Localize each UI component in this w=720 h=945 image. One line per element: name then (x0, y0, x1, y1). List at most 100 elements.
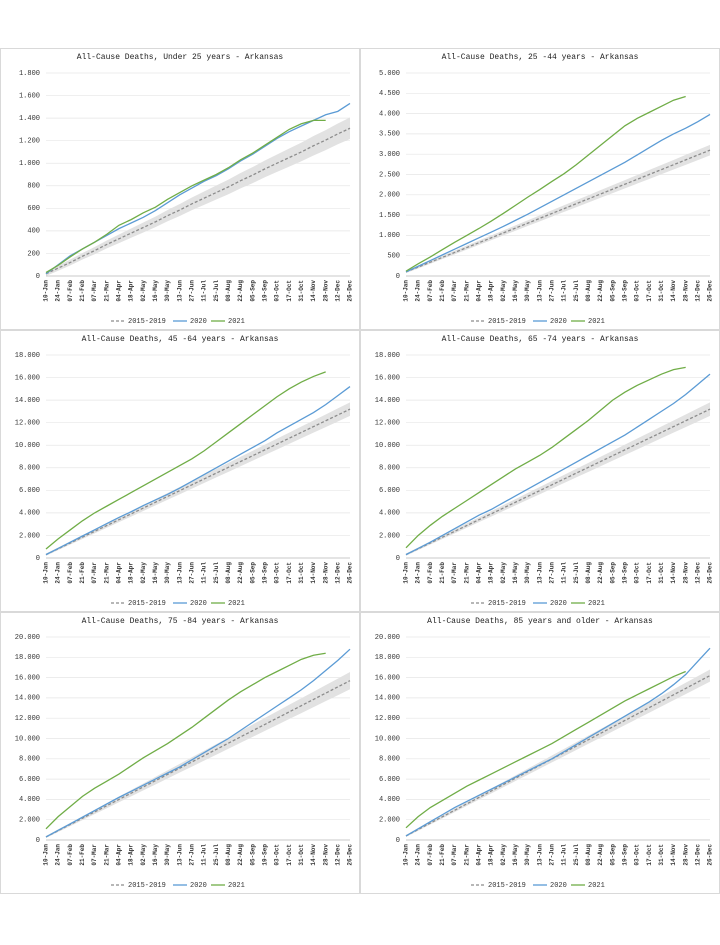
chart-title: All-Cause Deaths, 65 -74 years - Arkansa… (442, 335, 639, 344)
legend-label: 2020 (550, 318, 567, 326)
x-tick-label: 25-Jul (213, 844, 220, 866)
x-tick-label: 18-Apr (128, 280, 135, 302)
series-line (405, 408, 711, 556)
x-tick-label: 24-Jan (55, 280, 62, 302)
x-tick-label: 07-Feb (67, 280, 74, 302)
chart-title: All-Cause Deaths, 75 -84 years - Arkansa… (82, 617, 279, 626)
legend-label: 2021 (228, 318, 245, 326)
y-tick-label: 2.000 (19, 532, 40, 540)
y-tick-label: 800 (27, 183, 40, 191)
series-line (45, 408, 351, 556)
chart-title: All-Cause Deaths, 25 -44 years - Arkansa… (442, 53, 639, 62)
x-tick-label: 14-Nov (670, 562, 677, 584)
y-tick-label: 16.000 (15, 674, 40, 682)
x-tick-label: 18-Apr (128, 562, 135, 584)
x-tick-label: 19-Sep (621, 844, 628, 866)
y-tick-label: 5.000 (379, 70, 400, 78)
chart-panel: All-Cause Deaths, Under 25 years - Arkan… (0, 48, 360, 330)
legend-label: 2021 (228, 882, 245, 890)
x-tick-label: 11-Jul (561, 280, 568, 302)
y-tick-label: 6.000 (379, 776, 400, 784)
y-tick-label: 2.000 (379, 817, 400, 825)
x-tick-label: 24-Jan (55, 562, 62, 584)
x-tick-label: 08-Aug (585, 280, 592, 302)
x-tick-label: 26-Dec (707, 280, 714, 302)
y-tick-label: 3.000 (379, 151, 400, 159)
y-tick-label: 18.000 (15, 352, 40, 360)
y-tick-label: 10.000 (375, 442, 400, 450)
x-tick-label: 22-Aug (597, 562, 604, 584)
x-tick-label: 10-Jan (403, 562, 410, 584)
legend-label: 2021 (588, 600, 605, 608)
x-tick-label: 16-May (152, 844, 159, 866)
x-tick-label: 11-Jul (201, 280, 208, 302)
series-line (405, 366, 686, 549)
x-tick-label: 04-Apr (116, 562, 123, 584)
y-tick-label: 16.000 (375, 374, 400, 382)
y-tick-label: 4.500 (379, 90, 400, 98)
legend-label: 2015-2019 (488, 318, 526, 326)
x-tick-label: 21-Feb (439, 844, 446, 866)
x-tick-label: 11-Jul (561, 562, 568, 584)
legend-label: 2015-2019 (128, 882, 166, 890)
x-tick-label: 08-Aug (585, 562, 592, 584)
x-tick-label: 12-Dec (694, 280, 701, 302)
y-tick-label: 6.000 (379, 487, 400, 495)
x-tick-label: 10-Jan (43, 844, 50, 866)
y-tick-label: 4.000 (379, 110, 400, 118)
x-tick-label: 21-Feb (79, 562, 86, 584)
y-tick-label: 12.000 (15, 715, 40, 723)
x-tick-label: 26-Dec (347, 562, 354, 584)
x-tick-label: 12-Dec (694, 562, 701, 584)
y-tick-label: 14.000 (15, 397, 40, 405)
y-tick-label: 1.500 (379, 212, 400, 220)
x-tick-label: 19-Sep (261, 844, 268, 866)
x-tick-label: 16-May (152, 562, 159, 584)
y-tick-label: 0 (36, 555, 40, 563)
y-tick-label: 500 (387, 253, 400, 261)
x-tick-label: 07-Feb (427, 844, 434, 866)
x-tick-label: 30-May (524, 280, 531, 302)
y-tick-label: 1.000 (19, 160, 40, 168)
x-tick-label: 03-Oct (634, 844, 641, 866)
y-tick-label: 2.000 (19, 817, 40, 825)
x-tick-label: 18-Apr (128, 844, 135, 866)
y-tick-label: 4.000 (379, 796, 400, 804)
x-tick-label: 14-Nov (310, 844, 317, 866)
x-tick-label: 17-Oct (646, 844, 653, 866)
y-tick-label: 0 (36, 837, 40, 845)
y-tick-label: 0 (396, 273, 400, 281)
y-tick-label: 6.000 (19, 776, 40, 784)
x-tick-label: 26-Dec (347, 844, 354, 866)
x-tick-label: 14-Nov (310, 280, 317, 302)
legend-label: 2015-2019 (128, 600, 166, 608)
x-tick-label: 11-Jul (561, 844, 568, 866)
x-tick-label: 16-May (512, 280, 519, 302)
series-line (45, 648, 351, 838)
x-tick-label: 05-Sep (609, 562, 616, 584)
x-tick-label: 12-Dec (694, 844, 701, 866)
x-tick-label: 30-May (524, 562, 531, 584)
x-tick-label: 07-Feb (67, 562, 74, 584)
y-tick-label: 1.400 (19, 115, 40, 123)
x-tick-label: 07-Feb (67, 844, 74, 866)
x-tick-label: 27-Jun (548, 280, 555, 302)
chart-panel: All-Cause Deaths, 85 years and older - A… (360, 612, 720, 894)
legend-label: 2015-2019 (488, 882, 526, 890)
x-tick-label: 28-Nov (322, 844, 329, 866)
x-tick-label: 11-Jul (201, 844, 208, 866)
x-tick-label: 27-Jun (188, 562, 195, 584)
legend-label: 2021 (588, 318, 605, 326)
legend-label: 2020 (550, 600, 567, 608)
y-tick-label: 8.000 (379, 756, 400, 764)
x-tick-label: 21-Mar (103, 280, 110, 302)
x-tick-label: 30-May (164, 844, 171, 866)
series-line (45, 652, 326, 830)
chart-panel: All-Cause Deaths, 45 -64 years - Arkansa… (0, 330, 360, 612)
x-tick-label: 05-Sep (609, 280, 616, 302)
x-tick-label: 07-Mar (451, 280, 458, 302)
legend-label: 2020 (550, 882, 567, 890)
x-tick-label: 07-Mar (91, 562, 98, 584)
x-tick-label: 21-Mar (103, 562, 110, 584)
x-tick-label: 04-Apr (116, 844, 123, 866)
